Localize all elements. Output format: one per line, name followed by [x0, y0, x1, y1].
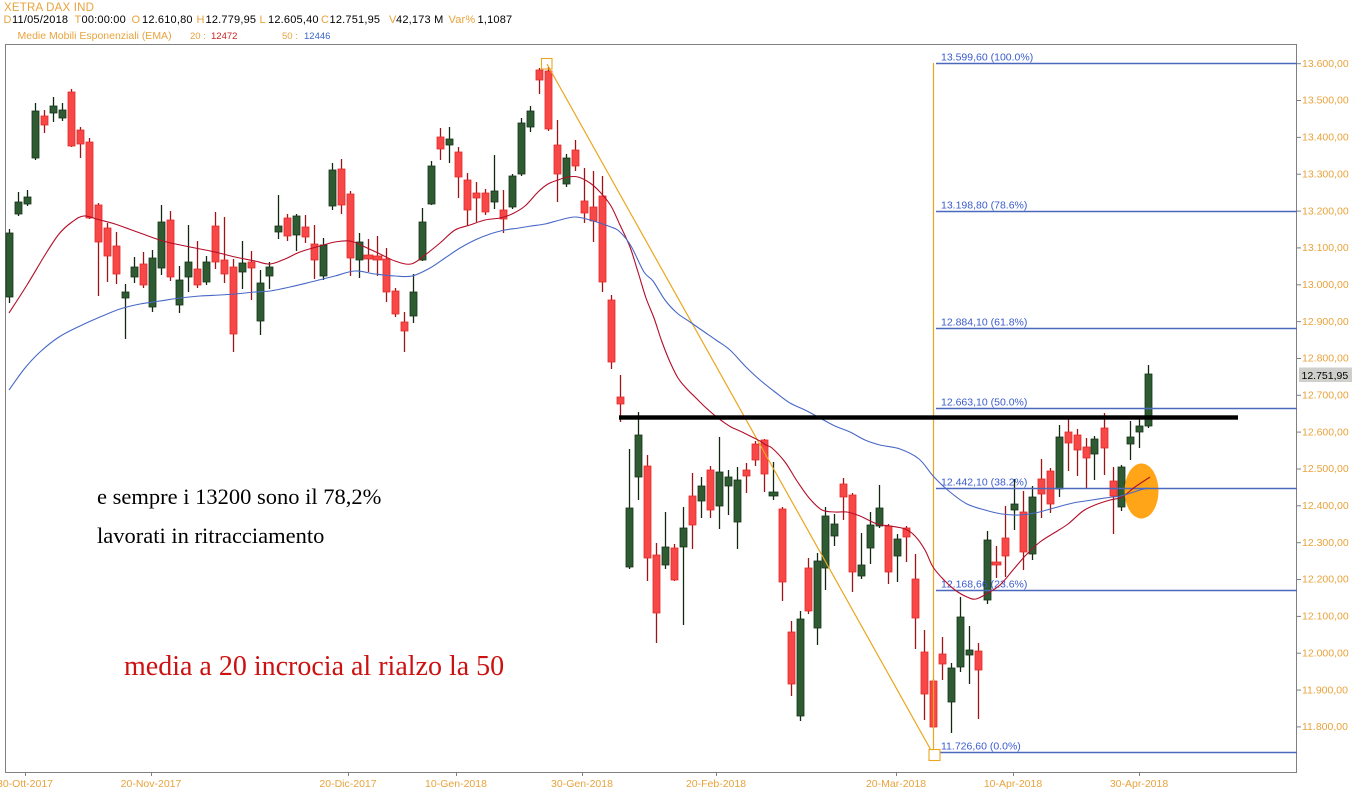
- svg-text:13.200,00: 13.200,00: [1302, 205, 1349, 217]
- svg-text:12.442,10 (38.2%): 12.442,10 (38.2%): [941, 477, 1027, 489]
- svg-text:11.900,00: 11.900,00: [1302, 684, 1348, 696]
- svg-text:20-Nov-2017: 20-Nov-2017: [121, 778, 182, 790]
- svg-text:12.663,10 (50.0%): 12.663,10 (50.0%): [941, 397, 1027, 409]
- svg-text:lavorati in ritracciamento: lavorati in ritracciamento: [97, 523, 324, 548]
- svg-text:13.100,00: 13.100,00: [1302, 242, 1349, 254]
- svg-text:12.800,00: 12.800,00: [1302, 353, 1349, 365]
- svg-text:11.726,60 (0.0%): 11.726,60 (0.0%): [941, 741, 1021, 753]
- svg-text:12.900,00: 12.900,00: [1302, 316, 1349, 328]
- svg-text:12.200,00: 12.200,00: [1302, 574, 1349, 586]
- svg-text:12.300,00: 12.300,00: [1302, 537, 1349, 549]
- svg-text:30-Ott-2017: 30-Ott-2017: [0, 778, 53, 790]
- svg-text:20-Mar-2018: 20-Mar-2018: [866, 778, 926, 790]
- svg-text:12.000,00: 12.000,00: [1302, 647, 1349, 659]
- svg-text:11.800,00: 11.800,00: [1302, 721, 1348, 733]
- svg-text:13.400,00: 13.400,00: [1302, 132, 1349, 144]
- svg-text:30-Apr-2018: 30-Apr-2018: [1110, 778, 1169, 790]
- svg-text:13.600,00: 13.600,00: [1302, 58, 1349, 70]
- svg-text:20-Dic-2017: 20-Dic-2017: [319, 778, 376, 790]
- svg-text:10-Apr-2018: 10-Apr-2018: [984, 778, 1043, 790]
- svg-text:13.000,00: 13.000,00: [1302, 279, 1349, 291]
- svg-text:media a 20 incrocia al rialzo: media a 20 incrocia al rialzo la 50: [124, 651, 504, 682]
- svg-text:20-Feb-2018: 20-Feb-2018: [686, 778, 746, 790]
- svg-text:12.500,00: 12.500,00: [1302, 463, 1349, 475]
- svg-text:13.599,60 (100.0%): 13.599,60 (100.0%): [941, 52, 1033, 64]
- svg-text:12.600,00: 12.600,00: [1302, 426, 1349, 438]
- svg-text:e sempre i 13200 sono il 78,2%: e sempre i 13200 sono il 78,2%: [97, 484, 381, 509]
- svg-text:13.500,00: 13.500,00: [1302, 95, 1349, 107]
- svg-text:12.884,10 (61.8%): 12.884,10 (61.8%): [941, 317, 1027, 329]
- svg-text:12.700,00: 12.700,00: [1302, 390, 1349, 402]
- svg-text:12.751,95: 12.751,95: [1302, 370, 1349, 382]
- svg-text:13.198,80 (78.6%): 13.198,80 (78.6%): [941, 200, 1027, 212]
- svg-text:30-Gen-2018: 30-Gen-2018: [551, 778, 613, 790]
- svg-text:13.300,00: 13.300,00: [1302, 168, 1349, 180]
- svg-text:12.400,00: 12.400,00: [1302, 500, 1349, 512]
- svg-text:10-Gen-2018: 10-Gen-2018: [425, 778, 487, 790]
- svg-text:12.100,00: 12.100,00: [1302, 611, 1349, 623]
- svg-text:12.168,66 (23.6%): 12.168,66 (23.6%): [941, 579, 1027, 591]
